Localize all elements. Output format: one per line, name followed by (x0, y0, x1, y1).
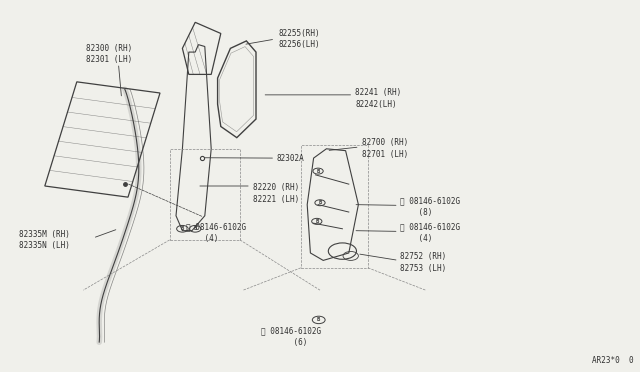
Text: 82335M (RH)
82335N (LH): 82335M (RH) 82335N (LH) (19, 230, 70, 250)
Text: AR23*0  0: AR23*0 0 (592, 356, 634, 365)
Text: Ⓑ 08146-6102G
    (8): Ⓑ 08146-6102G (8) (400, 196, 460, 217)
Text: 82700 (RH)
82701 (LH): 82700 (RH) 82701 (LH) (362, 138, 408, 159)
Text: B: B (317, 317, 321, 323)
Text: Ⓑ 08146-6102G
    (4): Ⓑ 08146-6102G (4) (400, 222, 460, 243)
Text: 82302A: 82302A (276, 154, 304, 163)
Text: B: B (316, 169, 320, 174)
Text: 82752 (RH)
82753 (LH): 82752 (RH) 82753 (LH) (400, 252, 446, 273)
Text: Ⓑ 08146-6102G
    (6): Ⓑ 08146-6102G (6) (261, 326, 321, 347)
Text: B: B (315, 219, 319, 224)
Text: 82300 (RH)
82301 (LH): 82300 (RH) 82301 (LH) (86, 44, 132, 64)
Text: Ⓑ 08146-6102G
    (4): Ⓑ 08146-6102G (4) (186, 222, 246, 243)
Text: 82255(RH)
82256(LH): 82255(RH) 82256(LH) (278, 29, 320, 49)
Text: B: B (193, 226, 197, 231)
Text: B: B (318, 200, 322, 205)
Text: 82220 (RH)
82221 (LH): 82220 (RH) 82221 (LH) (253, 183, 299, 204)
Text: 82241 (RH)
82242(LH): 82241 (RH) 82242(LH) (355, 88, 401, 109)
Text: B: B (180, 226, 184, 231)
